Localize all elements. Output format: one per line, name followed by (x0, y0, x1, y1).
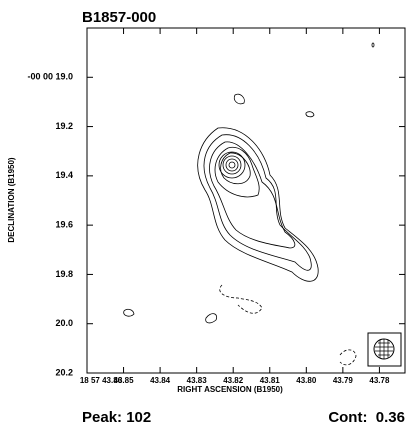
contours (123, 42, 375, 366)
y-tick-label: -00 00 19.0 (27, 72, 73, 82)
x-tick-label: 43.78 (369, 376, 390, 385)
x-tick-label: 43.81 (260, 376, 281, 385)
x-axis-label: RIGHT ASCENSION (B1950) (177, 385, 283, 394)
y-tick-label: 19.6 (55, 220, 73, 230)
y-axis-label: DECLINATION (B1950) (7, 157, 16, 243)
x-tick-label: 43.80 (296, 376, 317, 385)
x-tick-label: 18 57 43.86 (80, 376, 123, 385)
x-tick-label: 43.84 (150, 376, 171, 385)
x-tick-label: 43.85 (114, 376, 135, 385)
cont-label: Cont: 0.36 (328, 409, 405, 426)
y-tick-label: 19.8 (55, 269, 73, 279)
beam (367, 332, 402, 367)
x-tick-label: 43.83 (187, 376, 208, 385)
y-tick-label: 20.0 (55, 318, 73, 328)
y-tick-label: 20.2 (55, 367, 73, 377)
plot-frame (86, 27, 406, 374)
chart-title: B1857-000 (82, 9, 156, 26)
x-tick-label: 43.79 (333, 376, 354, 385)
y-tick-label: 19.4 (55, 170, 73, 180)
x-tick-label: 43.82 (223, 376, 244, 385)
peak-label: Peak: 102 (82, 409, 151, 426)
y-tick-label: 19.2 (55, 121, 73, 131)
